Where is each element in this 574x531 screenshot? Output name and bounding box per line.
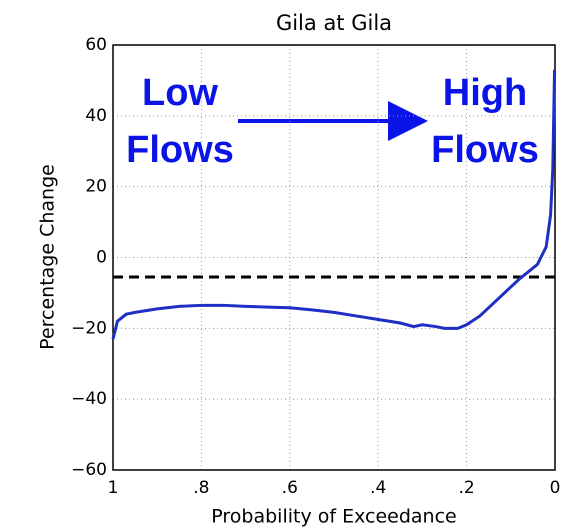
y-tick-label: 20 — [85, 177, 107, 197]
x-tick-label: .6 — [282, 478, 298, 498]
y-tick-label: 60 — [85, 35, 107, 55]
y-tick-label: −60 — [71, 460, 107, 480]
x-axis-label: Probability of Exceedance — [211, 506, 456, 528]
annotation: Low — [142, 72, 218, 114]
data-line — [111, 69, 557, 340]
chart-title: Gila at Gila — [276, 11, 392, 35]
annotation: Flows — [431, 129, 539, 171]
plot-frame — [112, 44, 556, 471]
y-axis-label: Percentage Change — [37, 164, 59, 350]
y-tick-label: 0 — [96, 248, 107, 268]
x-tick-label: 0 — [550, 478, 561, 498]
y-tick-label: −40 — [71, 389, 107, 409]
x-tick-label: .8 — [193, 478, 209, 498]
x-tick-label: .4 — [370, 478, 386, 498]
x-tick-label: 1 — [108, 478, 119, 498]
y-tick-label: 40 — [85, 106, 107, 126]
annotation: High — [443, 72, 527, 114]
x-tick-label: .2 — [458, 478, 474, 498]
annotation: Flows — [126, 129, 234, 171]
y-tick-label: −20 — [71, 318, 107, 338]
